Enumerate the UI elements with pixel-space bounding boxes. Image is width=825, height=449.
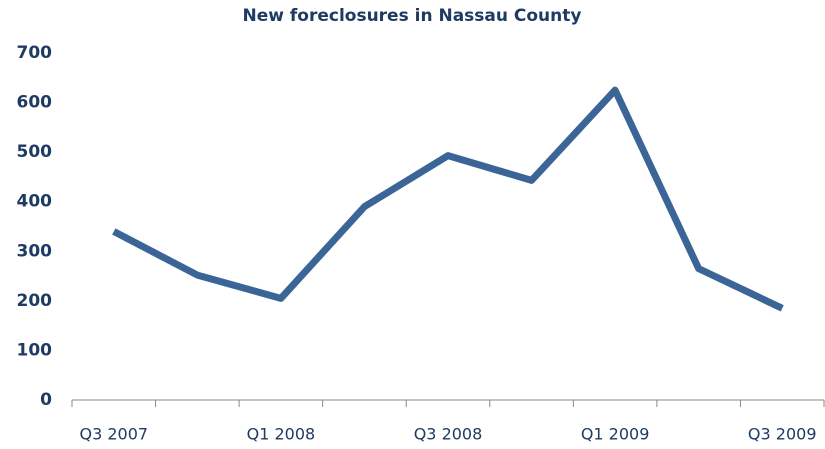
y-tick-label: 0 <box>40 390 52 410</box>
x-tick-label: Q1 2008 <box>247 425 316 444</box>
x-tick-label: Q3 2007 <box>79 425 148 444</box>
y-tick-label: 700 <box>17 43 53 63</box>
line <box>112 86 784 312</box>
x-tick-label: Q3 2008 <box>414 425 483 444</box>
x-tick-label: Q1 2009 <box>581 425 650 444</box>
y-tick-label: 200 <box>17 291 53 311</box>
chart-title: New foreclosures in Nassau County <box>243 6 582 26</box>
y-tick-label: 100 <box>17 340 53 360</box>
y-tick-label: 500 <box>17 142 53 162</box>
y-tick-label: 600 <box>17 93 53 113</box>
y-tick-label: 400 <box>17 192 53 212</box>
x-tick-label: Q3 2009 <box>748 425 817 444</box>
y-tick-label: 300 <box>17 241 53 261</box>
